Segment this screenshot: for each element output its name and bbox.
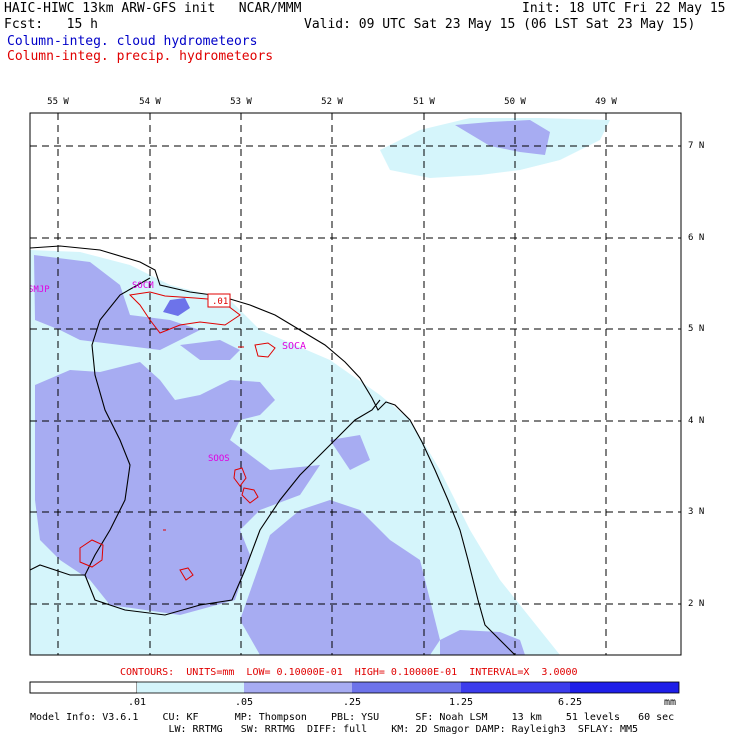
lat-lon-grid	[30, 113, 681, 655]
lon-label: 50 W	[504, 97, 526, 107]
lon-label: 53 W	[230, 97, 252, 107]
forecast-hour: Fcst: 15 h	[4, 17, 98, 32]
colorbar	[29, 681, 680, 694]
lat-label: 5 N	[688, 324, 705, 334]
model-info-line1: Model Info: V3.6.1 CU: KF MP: Thompson P…	[30, 712, 675, 723]
colorbar-unit: mm	[663, 697, 677, 708]
lon-label: 55 W	[47, 97, 69, 107]
model-info-line2: LW: RRTMG SW: RRTMG DIFF: full KM: 2D Sm…	[30, 724, 639, 735]
border	[30, 277, 381, 616]
station-smjp: SMJP	[28, 285, 50, 295]
colorbar-label: 1.25	[448, 697, 474, 708]
contour-label: .01	[212, 297, 228, 307]
cloud-heavy-area	[163, 298, 190, 316]
map-frame	[29, 112, 682, 656]
coastline	[30, 245, 516, 655]
cloud-medium-area	[34, 120, 550, 655]
lon-label: 54 W	[139, 97, 161, 107]
lon-label: 49 W	[595, 97, 617, 107]
lon-label: 51 W	[413, 97, 435, 107]
valid-time: Valid: 09 UTC Sat 23 May 15 (06 LST Sat …	[304, 17, 696, 32]
lat-label: 6 N	[688, 233, 705, 243]
model-title: HAIC-HIWC 13km ARW-GFS init NCAR/MMM	[4, 1, 302, 16]
lat-label: 2 N	[688, 599, 705, 609]
colorbar-label: 6.25	[557, 697, 583, 708]
cloud-field-title: Column-integ. cloud hydrometeors	[7, 34, 258, 49]
lat-label: 7 N	[688, 141, 705, 151]
lon-label: 52 W	[321, 97, 343, 107]
station-soca: SOCA	[282, 341, 306, 352]
lat-label: 3 N	[688, 507, 705, 517]
init-time: Init: 18 UTC Fri 22 May 15	[522, 1, 726, 16]
station-soos: SOOS	[208, 454, 230, 464]
contours-info: CONTOURS: UNITS=mm LOW= 0.10000E-01 HIGH…	[120, 667, 578, 678]
lat-label: 4 N	[688, 416, 705, 426]
contour-label-box	[207, 293, 231, 308]
colorbar-label: .01	[127, 697, 147, 708]
station-socm: SOCM	[132, 281, 154, 291]
precip-contour	[79, 291, 276, 581]
colorbar-label: .05	[234, 697, 254, 708]
precip-field-title: Column-integ. precip. hydrometeors	[7, 49, 274, 64]
colorbar-label: .25	[342, 697, 362, 708]
